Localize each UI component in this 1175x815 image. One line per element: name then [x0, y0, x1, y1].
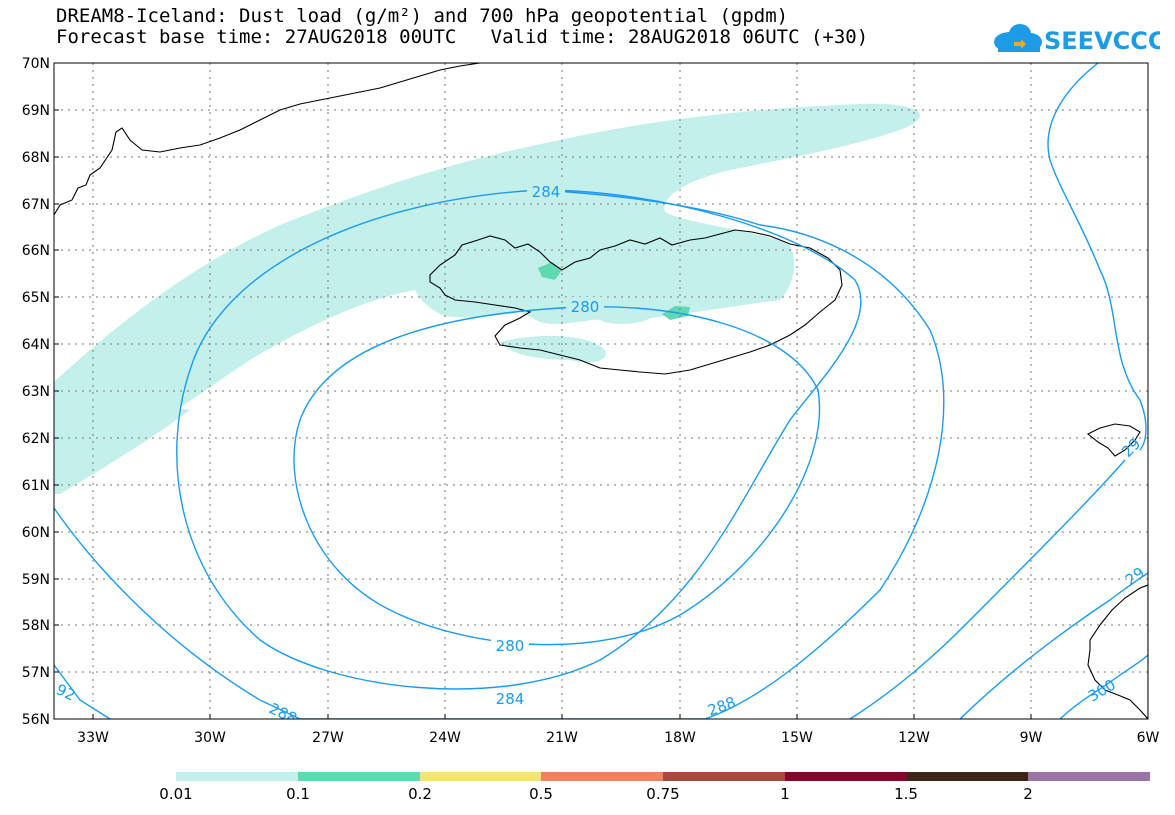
contour-284 [176, 189, 862, 690]
logo-text: SEEVCCC [1044, 27, 1160, 55]
contour-label: 92 [53, 680, 78, 704]
contour-label: 288 [705, 693, 738, 720]
lon-label: 12W [898, 730, 930, 746]
lat-label: 64N [22, 337, 50, 353]
legend-swatch [663, 772, 785, 781]
lon-label: 27W [312, 730, 344, 746]
iceland-coast [429, 229, 843, 375]
scotland-coast [1087, 584, 1148, 719]
geopotential-contours [54, 63, 1148, 719]
lat-label: 62N [22, 431, 50, 447]
contour-292-lower [849, 459, 1126, 719]
lon-label: 9W [1020, 730, 1043, 746]
dust-plume-0.01 [500, 335, 606, 363]
color-legend-bar [176, 772, 1150, 781]
contour-288 [54, 224, 945, 719]
lat-label: 60N [22, 525, 50, 541]
contour-280 [293, 306, 821, 646]
lat-label: 67N [22, 197, 50, 213]
legend-swatch [541, 772, 663, 781]
legend-label: 0.01 [159, 785, 193, 803]
coastline [54, 63, 1148, 719]
cloud-icon [994, 24, 1042, 52]
lat-label: 68N [22, 150, 50, 166]
legend-label: 0.5 [529, 785, 553, 803]
legend-label: 1.5 [894, 785, 918, 803]
lon-label: 33W [77, 730, 109, 746]
legend-swatch [1028, 772, 1150, 781]
contour-288-upper [539, 189, 761, 226]
map-panel: 280 284 280 284 288 288 92 300 29 29 [22, 56, 1160, 746]
lat-label: 65N [22, 290, 50, 306]
seevccc-logo: SEEVCCC [994, 24, 1160, 55]
lat-label: 63N [22, 384, 50, 400]
contour-label: 280 [571, 298, 600, 316]
lat-label: 66N [22, 243, 50, 259]
lat-label: 61N [22, 478, 50, 494]
contour-300 [1059, 654, 1148, 719]
map-subtitle: Forecast base time: 27AUG2018 00UTC Vali… [56, 26, 869, 48]
contour-left-edge [54, 664, 111, 719]
lon-label: 30W [194, 730, 226, 746]
tick-marks [54, 109, 1032, 719]
map-title: DREAM8-Iceland: Dust load (g/m²) and 700… [56, 5, 789, 27]
contour-label: 29 [1122, 564, 1148, 590]
lat-label: 58N [22, 618, 50, 634]
legend-swatch [906, 772, 1029, 781]
lon-label: 18W [664, 730, 696, 746]
contour-label: 284 [496, 690, 525, 708]
greenland-coast [54, 63, 481, 216]
contour-label: 288 [266, 699, 300, 727]
lat-label: 70N [22, 56, 50, 72]
dust-plume-0.01 [54, 103, 920, 494]
lat-label: 57N [22, 665, 50, 681]
legend-swatch [784, 772, 907, 781]
legend-label: 2 [1023, 785, 1033, 803]
lon-label: 24W [429, 730, 461, 746]
contour-label: 29 [1118, 435, 1144, 461]
lat-label: 59N [22, 572, 50, 588]
legend-swatch [419, 772, 542, 781]
contour-296 [959, 572, 1148, 719]
legend-label: 0.2 [408, 785, 432, 803]
latitude-labels: 70N 69N 68N 67N 66N 65N 64N 63N 62N 61N … [22, 56, 50, 728]
lat-label: 69N [22, 103, 50, 119]
contour-label: 280 [496, 637, 525, 655]
faroe-coast [1086, 423, 1141, 457]
longitude-labels: 33W 30W 27W 24W 21W 18W 15W 12W 9W 6W [77, 730, 1159, 746]
contour-label: 284 [532, 183, 561, 201]
dust-plume-0.01 [54, 382, 190, 494]
lon-label: 21W [546, 730, 578, 746]
lon-label: 15W [781, 730, 813, 746]
legend-label: 0.75 [646, 785, 680, 803]
legend-label: 1 [780, 785, 790, 803]
legend-label: 0.1 [286, 785, 310, 803]
lat-label: 56N [22, 712, 50, 728]
legend-swatch [176, 772, 298, 781]
lon-label: 6W [1137, 730, 1160, 746]
legend-swatch [297, 772, 420, 781]
contour-292 [1047, 63, 1147, 451]
